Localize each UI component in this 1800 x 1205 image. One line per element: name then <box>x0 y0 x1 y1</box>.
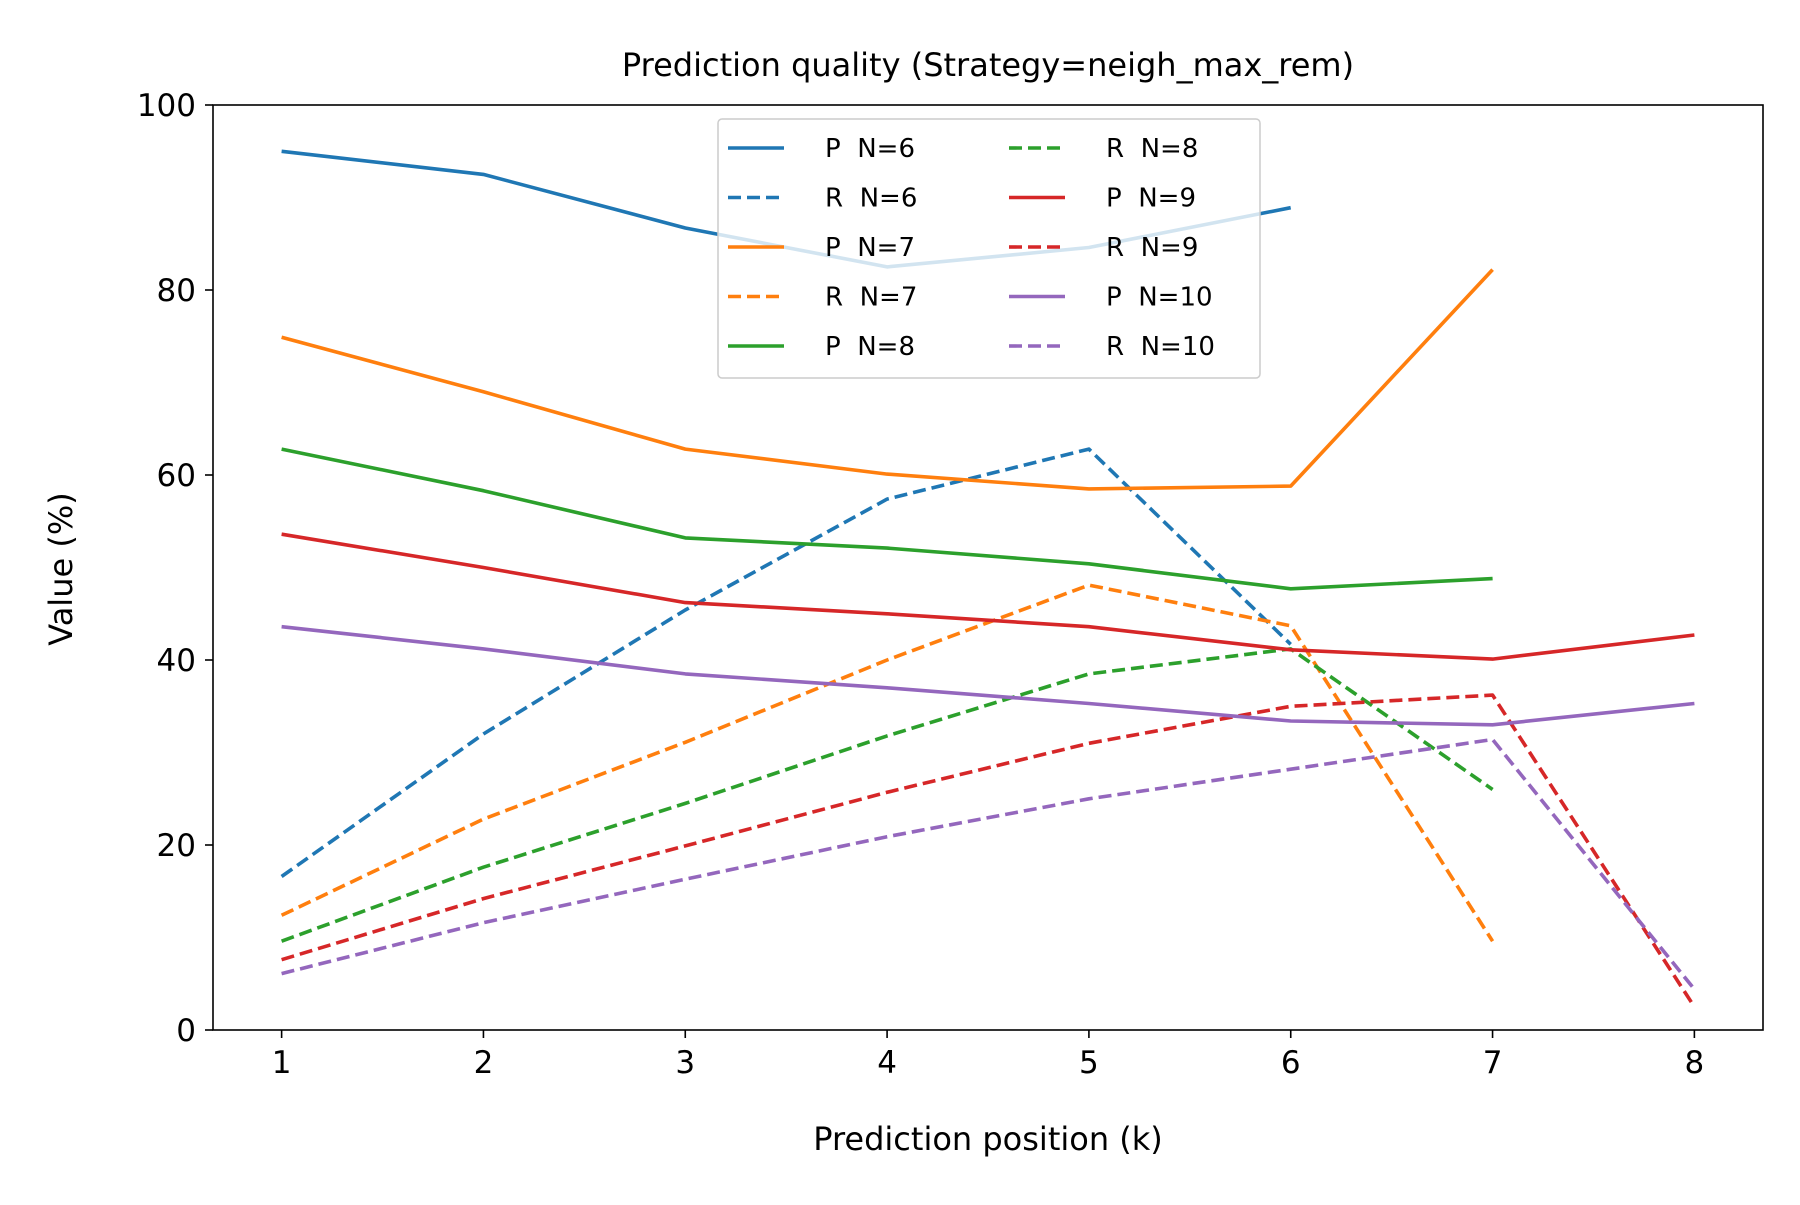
series-line-3 <box>281 268 1494 491</box>
x-tick-label: 7 <box>1483 1045 1503 1081</box>
series-line-5 <box>281 447 1493 591</box>
legend-entry-label: P N=7 <box>825 233 915 263</box>
y-tick-label: 80 <box>157 273 196 309</box>
y-tick-label: 0 <box>176 1013 196 1049</box>
y-tick-label: 20 <box>157 828 196 864</box>
series-line-10 <box>281 737 1696 991</box>
x-tick-label: 1 <box>272 1045 292 1081</box>
x-tick-label: 3 <box>675 1045 695 1081</box>
y-axis-label: Value (%) <box>42 492 80 645</box>
series-line-7 <box>281 532 1695 661</box>
legend-box <box>717 118 1261 379</box>
y-tick-label: 40 <box>157 643 196 679</box>
x-tick-label: 5 <box>1079 1045 1099 1081</box>
legend-entry-label: P N=10 <box>1106 283 1213 313</box>
x-tick-label: 8 <box>1685 1045 1705 1081</box>
legend-entry-label: R N=7 <box>825 283 917 313</box>
x-axis-label: Prediction position (k) <box>813 1120 1163 1158</box>
series-line-4 <box>280 583 1495 943</box>
x-tick-label: 6 <box>1281 1045 1301 1081</box>
legend-entry-label: R N=10 <box>1106 332 1215 362</box>
x-tick-label: 2 <box>474 1045 494 1081</box>
legend-entry-label: R N=8 <box>1106 134 1198 164</box>
chart-title: Prediction quality (Strategy=neigh_max_r… <box>622 46 1354 84</box>
legend-entry-label: P N=9 <box>1106 184 1196 214</box>
legend-entry-label: R N=6 <box>825 184 917 214</box>
series-line-9 <box>281 624 1695 727</box>
series-line-8 <box>281 693 1696 1008</box>
plot-frame <box>212 104 1764 1031</box>
series-line-2 <box>280 447 1292 878</box>
legend: P N=6 R N=6 P N=7 R N=7 P N=8 R N=8 P N=9 R N=9… <box>717 118 1261 379</box>
x-tick-label: 4 <box>877 1045 897 1081</box>
y-tick-label: 60 <box>157 458 196 494</box>
legend-entry-label: P N=8 <box>825 332 915 362</box>
y-tick-label: 100 <box>137 88 196 124</box>
legend-entry-label: R N=9 <box>1106 233 1198 263</box>
legend-entry-label: P N=6 <box>825 134 915 164</box>
